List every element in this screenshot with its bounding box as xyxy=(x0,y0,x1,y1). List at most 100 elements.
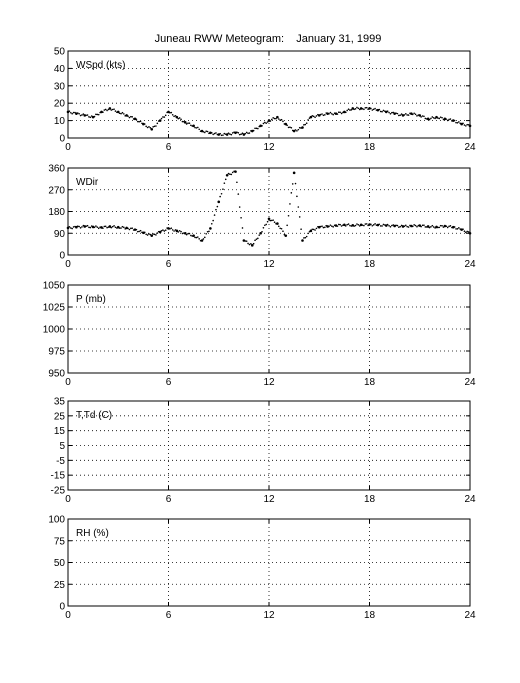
data-point-sample xyxy=(337,223,340,226)
data-point-sample xyxy=(143,231,146,234)
data-point-sample xyxy=(265,122,268,124)
data-point-sample xyxy=(396,112,399,115)
data-point xyxy=(418,224,422,227)
data-point-sample xyxy=(356,223,358,225)
data-point-sample xyxy=(135,228,138,231)
data-point-sample xyxy=(272,117,274,119)
data-point-sample xyxy=(153,125,156,128)
data-point-sample xyxy=(118,112,121,115)
data-point-sample xyxy=(294,129,297,131)
data-point-sample xyxy=(340,112,343,115)
data-point xyxy=(384,224,388,227)
data-point-sample xyxy=(149,127,152,129)
data-point-sample xyxy=(437,226,439,229)
data-point-sample xyxy=(315,115,318,117)
data-point xyxy=(150,128,154,131)
data-point-sample xyxy=(438,226,441,229)
data-point-sample xyxy=(356,106,358,109)
data-point-sample xyxy=(139,120,142,123)
data-point-sample xyxy=(456,228,459,230)
data-point-sample xyxy=(407,226,410,228)
y-tick-label: 0 xyxy=(59,251,65,262)
data-point-sample xyxy=(379,110,382,113)
data-point-sample xyxy=(254,127,256,130)
data-point-sample xyxy=(331,112,333,115)
data-point-sample xyxy=(324,114,326,116)
data-point-sample xyxy=(395,224,397,227)
data-point-sample xyxy=(215,132,217,134)
data-point-sample xyxy=(363,224,365,227)
data-point-sample xyxy=(406,114,408,116)
y-tick-label: -15 xyxy=(51,471,66,482)
data-point-sample xyxy=(349,224,351,227)
data-point-sample xyxy=(391,224,393,227)
data-point-sample xyxy=(76,225,79,227)
data-point-sample xyxy=(139,229,142,232)
data-point-sample xyxy=(231,171,234,174)
data-point-sample xyxy=(224,178,227,181)
data-point-sample xyxy=(81,226,83,228)
data-point-sample xyxy=(89,116,92,119)
data-point-sample xyxy=(287,214,290,217)
data-point xyxy=(443,117,447,121)
data-point-sample xyxy=(131,227,134,229)
x-tick-label: 6 xyxy=(166,610,172,621)
data-point-sample xyxy=(430,117,432,120)
data-point-sample xyxy=(135,118,138,121)
data-point-sample xyxy=(337,111,340,114)
data-point-sample xyxy=(332,226,335,228)
data-point-sample xyxy=(336,225,339,227)
data-point xyxy=(292,171,296,175)
x-tick-label: 6 xyxy=(166,259,172,270)
data-point-sample xyxy=(163,230,166,232)
data-point-sample xyxy=(264,121,266,124)
data-point-sample xyxy=(304,236,307,239)
data-point-sample xyxy=(181,232,184,235)
data-point-sample xyxy=(273,221,276,224)
data-point-sample xyxy=(421,115,424,117)
data-point-sample xyxy=(347,223,350,225)
data-point-sample xyxy=(282,120,284,123)
y-tick-label: 75 xyxy=(54,536,66,547)
data-point-sample xyxy=(391,111,393,114)
data-point-sample xyxy=(71,227,73,230)
data-point-sample xyxy=(344,225,347,227)
data-point-sample xyxy=(262,226,265,229)
data-point-sample xyxy=(382,109,385,112)
data-point-sample xyxy=(247,132,249,135)
data-point-sample xyxy=(241,132,244,134)
data-point-sample xyxy=(365,106,368,109)
data-point-sample xyxy=(266,121,269,123)
data-point-sample xyxy=(86,224,89,227)
data-point-sample xyxy=(430,225,432,228)
data-point-sample xyxy=(296,130,298,132)
data-point-sample xyxy=(463,230,466,232)
data-point-sample xyxy=(222,188,224,190)
data-point xyxy=(250,244,254,247)
data-point-sample xyxy=(188,232,191,235)
y-tick-label: -5 xyxy=(56,456,65,467)
data-point-sample xyxy=(171,113,174,116)
data-point xyxy=(83,114,87,117)
data-point-sample xyxy=(97,227,100,230)
data-point-sample xyxy=(177,231,180,233)
data-point-sample xyxy=(328,225,330,228)
data-point-sample xyxy=(170,227,173,229)
data-point-sample xyxy=(227,172,230,175)
data-point-sample xyxy=(169,228,171,230)
y-tick-label: 5 xyxy=(59,441,65,452)
data-point-sample xyxy=(371,109,374,111)
data-point-sample xyxy=(79,114,82,117)
data-point-sample xyxy=(319,225,322,228)
data-point-sample xyxy=(298,216,301,218)
data-point-sample xyxy=(250,242,252,245)
data-point xyxy=(150,234,154,237)
data-point xyxy=(142,122,145,126)
x-tick-label: 6 xyxy=(166,142,172,153)
data-point-sample xyxy=(382,223,385,226)
data-point-sample xyxy=(230,133,233,136)
data-point-sample xyxy=(399,114,402,116)
data-point-sample xyxy=(303,237,305,239)
data-point-sample xyxy=(404,224,407,227)
x-tick-label: 18 xyxy=(364,142,376,153)
